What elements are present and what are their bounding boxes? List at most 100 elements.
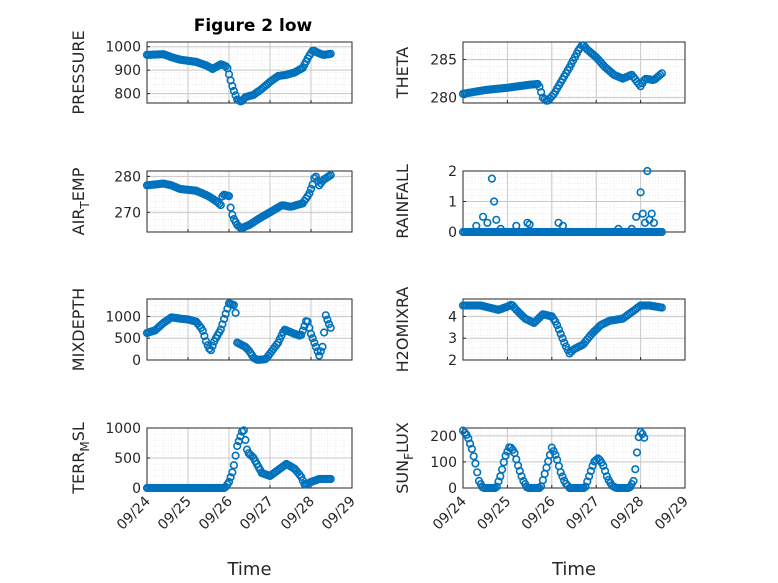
data-point — [198, 326, 207, 335]
data-point — [494, 477, 503, 486]
data-point — [640, 433, 649, 442]
y-axis-label-tail: LUX — [393, 422, 412, 453]
y-axis-label: H2OMIXRA — [393, 287, 412, 373]
data-point — [556, 329, 565, 339]
data-point — [224, 192, 234, 201]
data-point — [316, 347, 325, 356]
data-point — [200, 331, 209, 341]
data-point — [558, 221, 568, 230]
data-point — [579, 483, 588, 493]
x-tick-label: 09/24 — [430, 493, 470, 533]
y-axis-label-main: THETA — [393, 47, 412, 99]
data-point — [224, 477, 234, 487]
x-axis-label: Time — [551, 559, 596, 580]
data-point — [501, 451, 510, 460]
data-point — [208, 341, 217, 350]
data-point — [231, 451, 240, 460]
data-point — [551, 450, 560, 460]
x-tick-label: 09/28 — [278, 494, 318, 534]
data-point — [657, 69, 667, 78]
y-tick-label: 280 — [114, 169, 141, 185]
y-tick-label: 0 — [132, 353, 141, 369]
subplot-air: 270 280 AIRTEMP — [69, 167, 353, 235]
data-point — [558, 472, 567, 481]
y-tick-label: 2 — [448, 353, 457, 369]
axes-box — [146, 41, 353, 104]
data-point — [220, 314, 229, 324]
y-axis-label-main: RAINFALL — [393, 164, 412, 239]
data-point — [226, 203, 235, 212]
data-point — [632, 448, 642, 457]
data-point — [583, 477, 592, 486]
data-point — [638, 209, 647, 218]
data-point — [554, 325, 564, 334]
data-point — [315, 351, 324, 360]
data-point — [496, 224, 505, 233]
y-tick-label: 270 — [114, 205, 141, 221]
data-point — [326, 323, 335, 332]
data-point — [323, 315, 332, 324]
data-point — [558, 334, 567, 343]
axes-box — [462, 298, 686, 361]
data-point — [657, 227, 667, 237]
y-axis-label: RAINFALL — [393, 164, 412, 239]
y-tick-label: 0 — [448, 225, 457, 241]
data-series — [142, 46, 335, 106]
data-point — [228, 468, 237, 477]
subplot-theta: 280 285 THETA — [393, 41, 686, 107]
data-point — [297, 330, 306, 340]
data-point — [512, 221, 521, 230]
x-tick-label: 09/28 — [608, 494, 648, 534]
y-axis-label-main: SUN — [393, 460, 412, 494]
data-point — [221, 309, 230, 318]
major-grid — [463, 299, 685, 360]
data-point — [472, 221, 481, 230]
y-tick-label: 285 — [430, 53, 457, 69]
data-point — [631, 465, 640, 474]
y-tick-label: 280 — [430, 91, 457, 107]
x-tick-label: 09/27 — [563, 494, 603, 534]
data-point — [298, 326, 307, 335]
y-tick-label: 200 — [430, 429, 457, 445]
major-grid — [147, 42, 352, 103]
figure-title: Figure 2 low — [194, 16, 313, 36]
data-point — [201, 337, 211, 346]
y-axis-label-main: H2OMIXRA — [393, 287, 412, 373]
data-point — [229, 86, 238, 96]
data-point — [321, 311, 330, 320]
data-series — [458, 166, 667, 237]
subplot-rainfall: 0 1 2 RAINFALL — [393, 164, 686, 241]
data-point — [228, 81, 237, 91]
y-axis-label: THETA — [393, 47, 412, 99]
data-point — [311, 172, 321, 181]
data-point — [226, 473, 235, 482]
subplot-terr: 0 500 1000 TERRMSL 09/24 09/25 09/26 09/27 09/28… — [69, 421, 359, 580]
data-point — [239, 426, 248, 435]
x-tick-label: 09/29 — [319, 494, 359, 534]
axes-box — [146, 170, 353, 233]
data-point — [517, 472, 526, 481]
data-point — [498, 465, 507, 474]
data-point — [306, 329, 316, 339]
y-axis-label: TERRMSL — [69, 422, 92, 495]
y-tick-label: 2 — [448, 164, 457, 180]
subplot-pressure: 800 900 1000 PRESSURE — [69, 30, 353, 115]
data-point — [231, 308, 240, 318]
y-axis-label-main: MIXDEPTH — [69, 288, 88, 371]
data-point — [326, 474, 335, 484]
data-series — [142, 171, 335, 233]
data-point — [320, 328, 329, 337]
y-axis-label-tail: EMP — [69, 167, 88, 201]
data-point — [478, 212, 488, 221]
y-tick-label: 0 — [132, 481, 141, 497]
x-tick-label: 09/27 — [237, 494, 277, 534]
data-point — [218, 320, 227, 329]
data-point — [473, 468, 482, 477]
data-point — [216, 201, 225, 210]
data-point — [229, 461, 238, 470]
x-tick-label: 09/29 — [652, 494, 692, 534]
y-axis-label: MIXDEPTH — [69, 288, 88, 371]
data-point — [657, 303, 667, 312]
data-point — [310, 338, 319, 347]
